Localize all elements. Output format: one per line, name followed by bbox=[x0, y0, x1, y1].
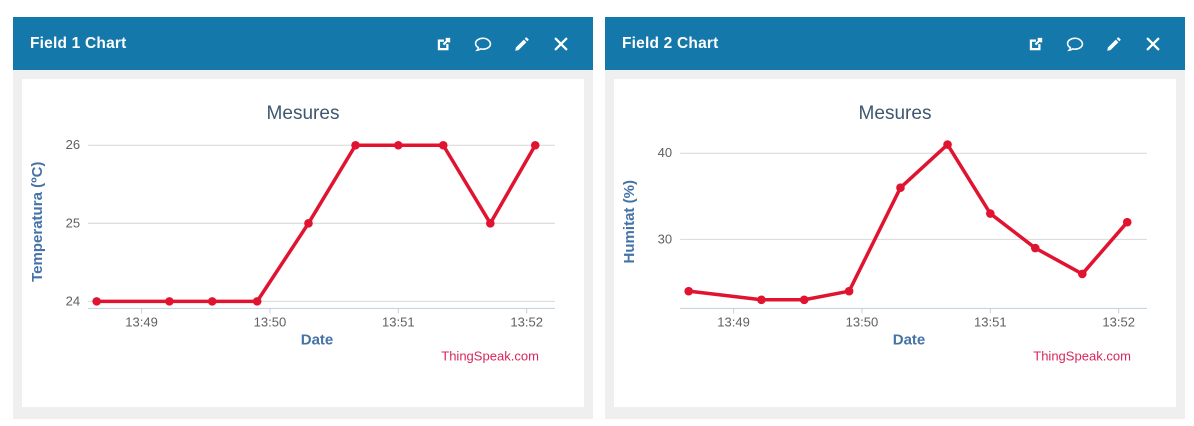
x-tick-label: 13:52 bbox=[510, 314, 543, 329]
field-1-line-chart[interactable]: 13:49 13:50 13:51 13:52 24 25 26 Mesures Date Tem… bbox=[22, 79, 584, 407]
x-tick-label: 13:49 bbox=[125, 314, 158, 329]
data-point-marker[interactable] bbox=[92, 297, 101, 306]
watermark: ThingSpeak.com bbox=[1033, 348, 1131, 363]
comment-icon bbox=[474, 36, 492, 51]
series-line bbox=[94, 143, 537, 304]
x-tick-label: 13:49 bbox=[717, 314, 750, 329]
data-point-marker[interactable] bbox=[165, 297, 174, 306]
external-link-button[interactable] bbox=[1027, 35, 1045, 53]
y-tick-label: 40 bbox=[658, 145, 672, 160]
chart-box: 13:49 13:50 13:51 13:52 24 25 26 Mesures Date Tem… bbox=[22, 79, 584, 407]
close-icon bbox=[554, 36, 568, 51]
y-axis-title: Temperatura (ºC) bbox=[29, 162, 46, 282]
data-point-marker[interactable] bbox=[896, 183, 905, 193]
edit-button[interactable] bbox=[513, 35, 531, 53]
y-tick-label: 26 bbox=[66, 137, 80, 152]
data-point-marker[interactable] bbox=[351, 140, 360, 150]
data-point-marker[interactable] bbox=[1030, 243, 1040, 253]
x-axis-title: Date bbox=[893, 331, 926, 348]
field-1-chart-header: Field 1 Chart bbox=[13, 17, 593, 70]
edit-button[interactable] bbox=[1105, 35, 1123, 53]
data-point-marker[interactable] bbox=[1122, 217, 1132, 227]
panel-body: 13:49 13:50 13:51 13:52 24 25 26 Mesures Date Tem… bbox=[13, 70, 593, 419]
y-axis-title: Humitat (%) bbox=[621, 180, 638, 263]
external-link-icon bbox=[437, 37, 451, 50]
x-tick-label: 13:50 bbox=[846, 314, 879, 329]
comment-button[interactable] bbox=[1066, 35, 1084, 53]
comment-button[interactable] bbox=[474, 35, 492, 53]
header-icon-group bbox=[435, 35, 593, 53]
field-1-chart-panel: Field 1 Chart bbox=[13, 17, 593, 419]
field-2-chart-panel: Field 2 Chart bbox=[605, 17, 1185, 419]
external-link-button[interactable] bbox=[435, 35, 453, 53]
data-point-marker[interactable] bbox=[394, 140, 403, 150]
x-tick-label: 13:50 bbox=[254, 314, 287, 329]
edit-icon bbox=[515, 36, 529, 51]
field-2-line-chart[interactable]: 13:49 13:50 13:51 13:52 30 40 Mesures Date Humit… bbox=[614, 79, 1176, 407]
external-link-icon bbox=[1029, 37, 1043, 50]
close-icon bbox=[1146, 36, 1160, 51]
comment-icon bbox=[1066, 36, 1084, 51]
close-button[interactable] bbox=[1144, 35, 1162, 53]
header-icon-group bbox=[1027, 35, 1185, 53]
field-2-chart-header: Field 2 Chart bbox=[605, 17, 1185, 70]
data-point-marker[interactable] bbox=[304, 219, 313, 228]
data-point-marker[interactable] bbox=[684, 286, 693, 296]
data-point-marker[interactable] bbox=[1078, 269, 1087, 279]
data-point-marker[interactable] bbox=[844, 286, 854, 296]
data-point-marker[interactable] bbox=[799, 295, 809, 305]
close-button[interactable] bbox=[552, 35, 570, 53]
data-point-marker[interactable] bbox=[943, 140, 952, 149]
edit-icon bbox=[1107, 36, 1121, 51]
data-point-marker[interactable] bbox=[757, 295, 766, 305]
watermark: ThingSpeak.com bbox=[441, 348, 539, 363]
chart-title: Mesures bbox=[267, 103, 340, 124]
data-point-marker[interactable] bbox=[252, 297, 262, 306]
chart-box: 13:49 13:50 13:51 13:52 30 40 Mesures Date Humit… bbox=[614, 79, 1176, 407]
x-tick-label: 13:52 bbox=[1102, 314, 1135, 329]
y-tick-label: 25 bbox=[66, 215, 80, 230]
data-point-marker[interactable] bbox=[438, 140, 448, 150]
data-point-marker[interactable] bbox=[986, 209, 995, 218]
panel-title: Field 1 Chart bbox=[30, 34, 127, 52]
y-tick-label: 30 bbox=[658, 231, 672, 246]
panel-title: Field 2 Chart bbox=[622, 34, 719, 52]
data-point-marker[interactable] bbox=[530, 140, 540, 150]
data-point-marker[interactable] bbox=[486, 219, 495, 228]
x-tick-label: 13:51 bbox=[974, 314, 1007, 329]
y-tick-label: 24 bbox=[66, 293, 80, 308]
chart-title: Mesures bbox=[859, 103, 932, 124]
x-tick-label: 13:51 bbox=[382, 314, 415, 329]
panel-body: 13:49 13:50 13:51 13:52 30 40 Mesures Date Humit… bbox=[605, 70, 1185, 419]
data-point-marker[interactable] bbox=[207, 297, 217, 306]
x-axis-title: Date bbox=[301, 331, 334, 348]
series-line bbox=[686, 142, 1129, 302]
